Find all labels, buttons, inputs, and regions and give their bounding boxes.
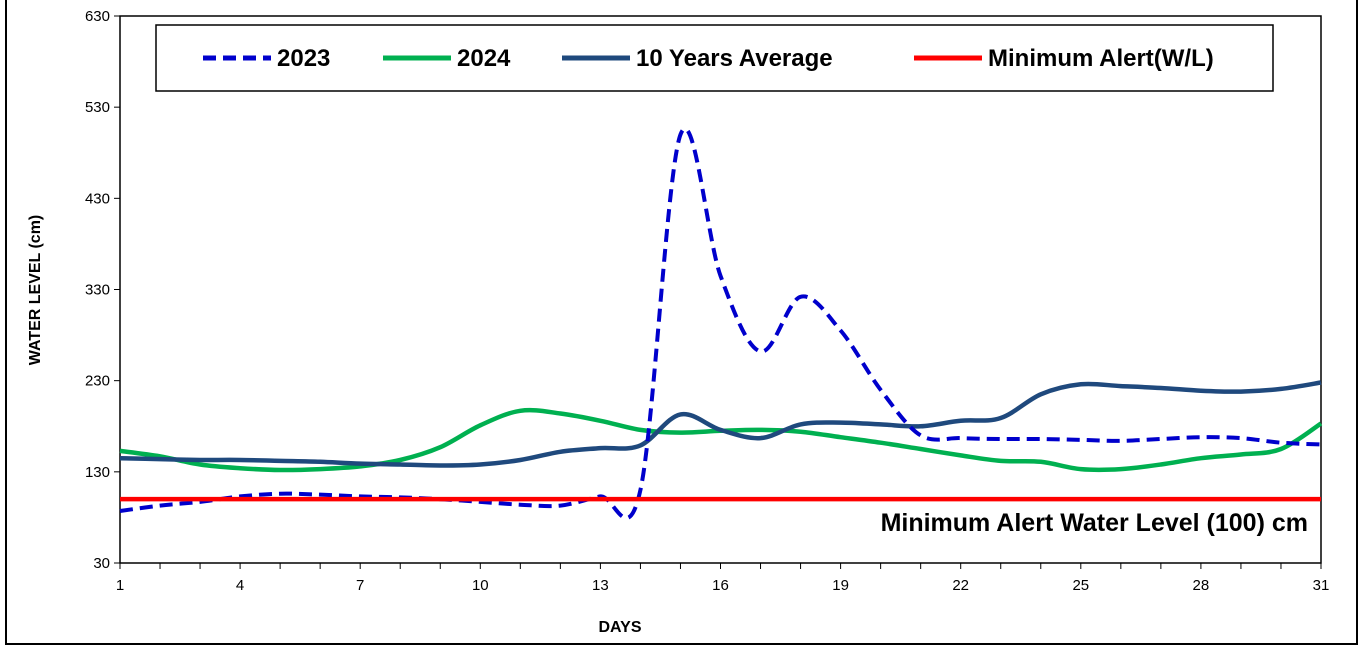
plot-area xyxy=(119,15,1322,564)
y-tick-label: 30 xyxy=(93,555,110,572)
legend-item-10-years-average: 10 Years Average xyxy=(562,45,833,72)
x-tick-label: 19 xyxy=(832,577,849,594)
legend-label-minimum-alert: Minimum Alert(W/L) xyxy=(988,45,1214,72)
legend-box xyxy=(155,24,1274,92)
legend-label-2024: 2024 xyxy=(457,45,511,72)
y-tick-label: 130 xyxy=(85,464,110,481)
minimum-alert-annotation: Minimum Alert Water Level (100) cm xyxy=(881,509,1308,537)
y-axis-ticks: 30 130 230 330 430 530 630 xyxy=(85,8,120,572)
y-tick-label: 330 xyxy=(85,282,110,299)
legend: 2023 2024 10 Years Average Minimum Alert… xyxy=(155,24,1274,92)
x-axis-title: DAYS xyxy=(599,619,642,636)
series-layer xyxy=(119,126,1323,520)
x-tick-label: 4 xyxy=(236,577,244,594)
legend-item-2023: 2023 xyxy=(203,45,330,72)
legend-item-2024: 2024 xyxy=(383,45,511,72)
x-tick-label: 16 xyxy=(712,577,729,594)
x-tick-label: 28 xyxy=(1193,577,1210,594)
series-line-10-years-average xyxy=(119,380,1322,468)
series-line-2023 xyxy=(119,126,1322,520)
y-tick-label: 230 xyxy=(85,373,110,390)
y-axis-title: WATER LEVEL (cm) xyxy=(27,215,44,366)
y-tick-label: 630 xyxy=(85,8,110,25)
legend-item-minimum-alert: Minimum Alert(W/L) xyxy=(914,45,1214,72)
x-tick-label: 1 xyxy=(116,577,124,594)
x-tick-label: 7 xyxy=(356,577,364,594)
legend-label-10-years-average: 10 Years Average xyxy=(636,45,833,72)
x-tick-label: 13 xyxy=(592,577,609,594)
legend-label-2023: 2023 xyxy=(277,45,330,72)
y-tick-label: 430 xyxy=(85,190,110,207)
x-tick-label: 22 xyxy=(952,577,969,594)
x-axis-ticks: 1 4 7 10 13 16 19 22 25 28 31 xyxy=(116,563,1330,594)
x-tick-label: 25 xyxy=(1072,577,1089,594)
x-tick-label: 31 xyxy=(1313,577,1330,594)
y-tick-label: 530 xyxy=(85,99,110,116)
chart-frame xyxy=(5,0,1358,645)
x-tick-label: 10 xyxy=(472,577,489,594)
